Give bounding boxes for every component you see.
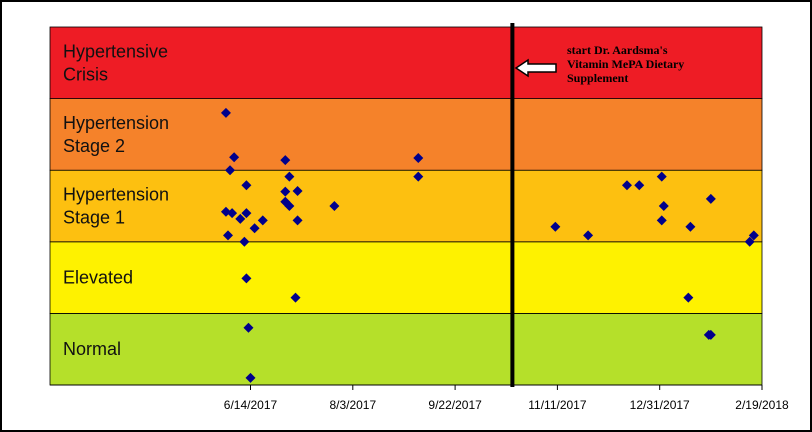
point (227, 208, 238, 219)
point (583, 230, 594, 241)
point (241, 208, 252, 219)
x-axis: 6/14/2017 8/3/2017 9/22/2017 11/11/2017 12/3… (50, 384, 789, 412)
point (239, 236, 250, 247)
band (49, 98, 763, 171)
band-label: Hypertension (63, 185, 169, 205)
point (705, 329, 716, 340)
annotation-text: start Dr. Aardsma's (567, 43, 668, 57)
band-label: Normal (63, 339, 121, 359)
band-label: Hypertension (63, 113, 169, 133)
point (257, 215, 268, 226)
annotation-text: Vitamin MePA Dietary (567, 57, 684, 71)
band (49, 241, 763, 314)
point (235, 213, 246, 224)
band-label: Hypertensive (63, 41, 168, 61)
point (634, 180, 645, 191)
point (748, 230, 759, 241)
point (220, 107, 231, 118)
point (292, 215, 303, 226)
point (621, 180, 632, 191)
point (744, 236, 755, 247)
x-tick-label: 2/19/2018 (735, 398, 789, 412)
band-label: Crisis (63, 64, 108, 84)
point (292, 185, 303, 196)
point (413, 153, 424, 164)
point (225, 165, 236, 176)
point (241, 273, 252, 284)
point (280, 186, 291, 197)
point (413, 171, 424, 182)
points (220, 107, 759, 383)
bands: Normal Elevated Hypertension Stage 1 Hyperte… (49, 26, 763, 386)
band-label: Stage 2 (63, 136, 125, 156)
point (290, 292, 301, 303)
annotation-text: Supplement (567, 71, 628, 85)
point (249, 223, 260, 234)
x-tick-label: 6/14/2017 (224, 398, 278, 412)
point (229, 152, 240, 163)
point (550, 221, 561, 232)
band-label: Stage 1 (63, 208, 125, 228)
point (284, 171, 295, 182)
x-tick-label: 12/31/2017 (630, 398, 690, 412)
point (284, 201, 295, 211)
point (280, 155, 291, 166)
point (683, 292, 694, 303)
arrow (514, 58, 557, 78)
band (49, 169, 763, 243)
x-tick-label: 11/11/2017 (528, 398, 587, 412)
x-tick-label: 9/22/2017 (428, 398, 482, 412)
point (243, 322, 254, 333)
point (241, 180, 252, 191)
band-label: Elevated (63, 268, 133, 288)
point (656, 171, 667, 182)
point (223, 230, 233, 241)
point (685, 221, 696, 232)
point (329, 201, 340, 211)
point (245, 372, 256, 383)
x-tick-label: 8/3/2017 (329, 398, 376, 412)
point (658, 201, 669, 211)
band (49, 26, 763, 99)
band (49, 312, 763, 386)
point (656, 215, 667, 226)
point (705, 193, 716, 204)
